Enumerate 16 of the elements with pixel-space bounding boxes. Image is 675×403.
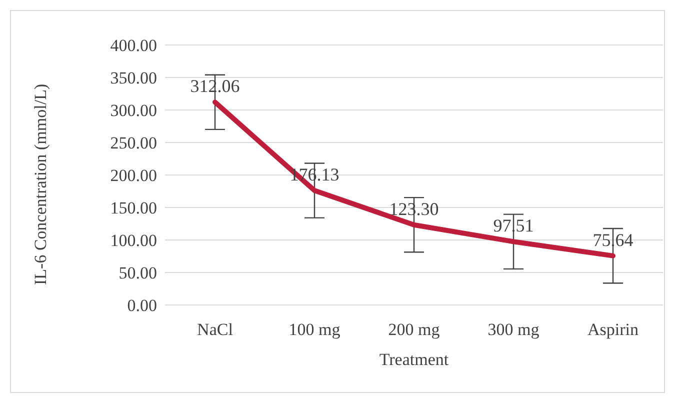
x-axis-title: Treatment — [379, 350, 449, 369]
y-tick-label: 400.00 — [110, 36, 157, 56]
y-tick-label: 100.00 — [110, 231, 157, 250]
y-tick-label: 0.00 — [127, 296, 157, 316]
y-axis-title: IL-6 Concentration (mmol/L) — [31, 84, 50, 285]
y-tick-label: 200.00 — [110, 166, 157, 186]
x-tick-label: 300 mg — [488, 320, 540, 340]
x-tick-label: 100 mg — [288, 320, 341, 340]
x-tick-label: NaCl — [197, 320, 234, 340]
x-tick-label: 200 mg — [388, 320, 440, 340]
y-tick-label: 350.00 — [110, 68, 157, 88]
x-tick-label: Aspirin — [588, 320, 639, 340]
y-tick-label: 250.00 — [110, 134, 157, 153]
y-tick-label: 150.00 — [110, 198, 157, 218]
y-tick-label: 50.00 — [118, 264, 157, 283]
y-tick-label: 300.00 — [110, 101, 157, 120]
